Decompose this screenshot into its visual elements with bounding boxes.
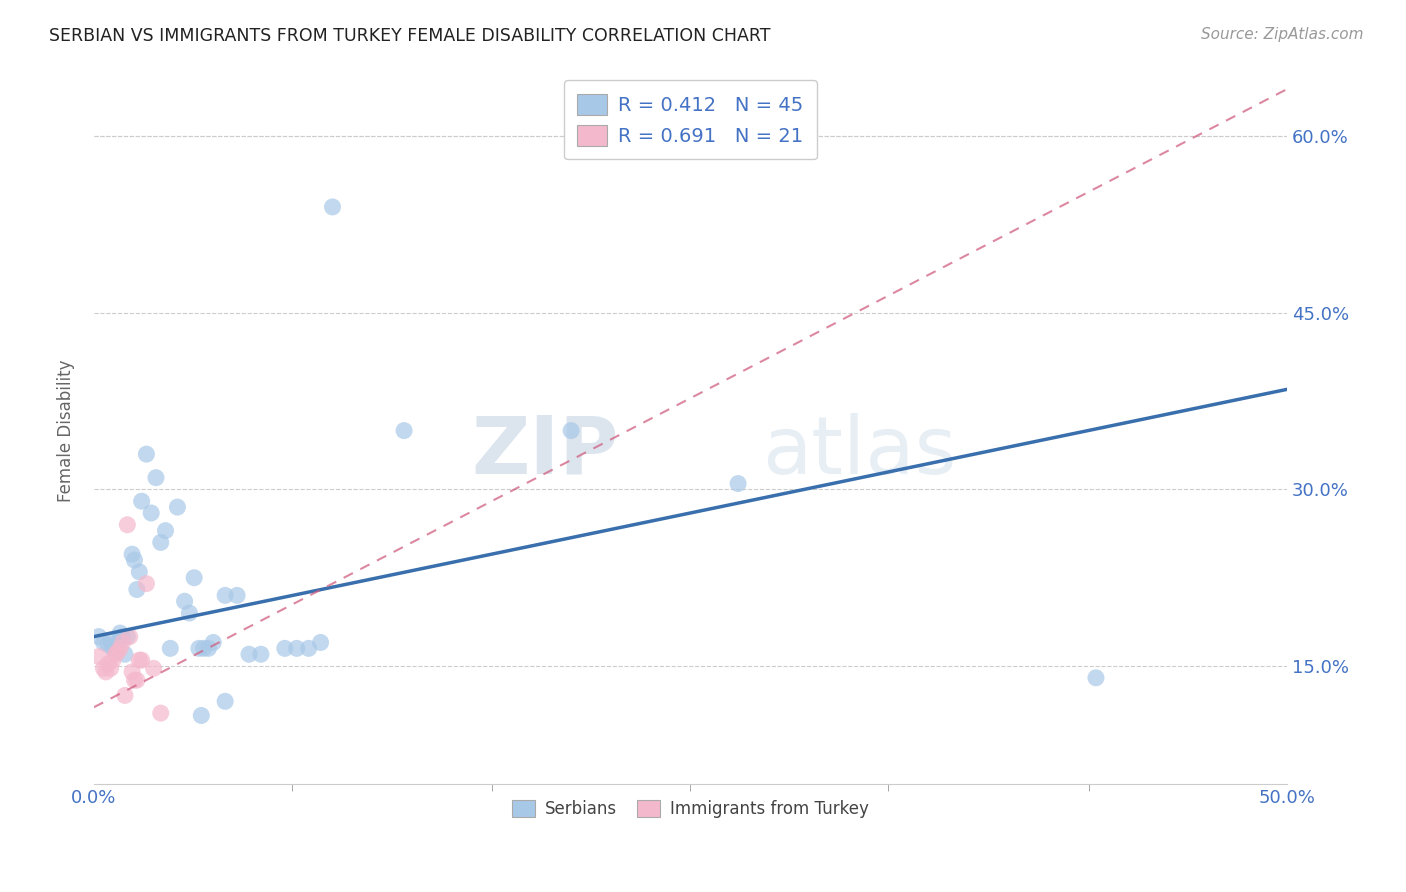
Point [298, 641, 321, 656]
Point [1084, 671, 1107, 685]
Y-axis label: Female Disability: Female Disability [58, 359, 75, 502]
Point [214, 694, 236, 708]
Point [202, 635, 225, 649]
Point [111, 630, 134, 644]
Point [193, 641, 215, 656]
Point [117, 630, 139, 644]
Point [97, 657, 120, 671]
Point [111, 635, 134, 649]
Point [173, 594, 195, 608]
Point [197, 641, 219, 656]
Point [149, 706, 172, 720]
Point [97, 638, 120, 652]
Point [214, 588, 236, 602]
Point [128, 565, 150, 579]
Text: Source: ZipAtlas.com: Source: ZipAtlas.com [1201, 27, 1364, 42]
Point [159, 641, 181, 656]
Point [117, 517, 139, 532]
Point [100, 633, 122, 648]
Point [131, 494, 153, 508]
Point [87, 649, 110, 664]
Point [87, 630, 110, 644]
Point [145, 471, 167, 485]
Point [93, 661, 115, 675]
Point [309, 635, 332, 649]
Point [250, 647, 273, 661]
Point [183, 571, 205, 585]
Point [125, 582, 148, 597]
Point [121, 665, 143, 679]
Point [94, 665, 117, 679]
Point [238, 647, 260, 661]
Point [118, 630, 141, 644]
Text: SERBIAN VS IMMIGRANTS FROM TURKEY FEMALE DISABILITY CORRELATION CHART: SERBIAN VS IMMIGRANTS FROM TURKEY FEMALE… [49, 27, 770, 45]
Point [124, 673, 146, 687]
Point [108, 626, 131, 640]
Point [114, 647, 136, 661]
Point [727, 476, 749, 491]
Point [93, 635, 115, 649]
Point [149, 535, 172, 549]
Point [142, 661, 165, 675]
Point [121, 547, 143, 561]
Point [321, 200, 343, 214]
Point [560, 424, 582, 438]
Point [101, 653, 124, 667]
Point [187, 641, 209, 656]
Text: atlas: atlas [762, 413, 956, 491]
Point [114, 689, 136, 703]
Point [155, 524, 177, 538]
Point [135, 576, 157, 591]
Point [179, 606, 201, 620]
Point [274, 641, 297, 656]
Point [108, 641, 131, 656]
Point [131, 653, 153, 667]
Point [135, 447, 157, 461]
Legend: Serbians, Immigrants from Turkey: Serbians, Immigrants from Turkey [505, 793, 876, 825]
Point [104, 644, 127, 658]
Point [101, 641, 124, 656]
Point [392, 424, 415, 438]
Point [285, 641, 308, 656]
Point [166, 500, 188, 515]
Point [125, 673, 148, 687]
Point [141, 506, 163, 520]
Point [190, 708, 212, 723]
Point [104, 647, 127, 661]
Point [100, 661, 122, 675]
Point [226, 588, 249, 602]
Point [124, 553, 146, 567]
Point [128, 653, 150, 667]
Text: ZIP: ZIP [471, 413, 619, 491]
Point [107, 635, 129, 649]
Point [107, 645, 129, 659]
